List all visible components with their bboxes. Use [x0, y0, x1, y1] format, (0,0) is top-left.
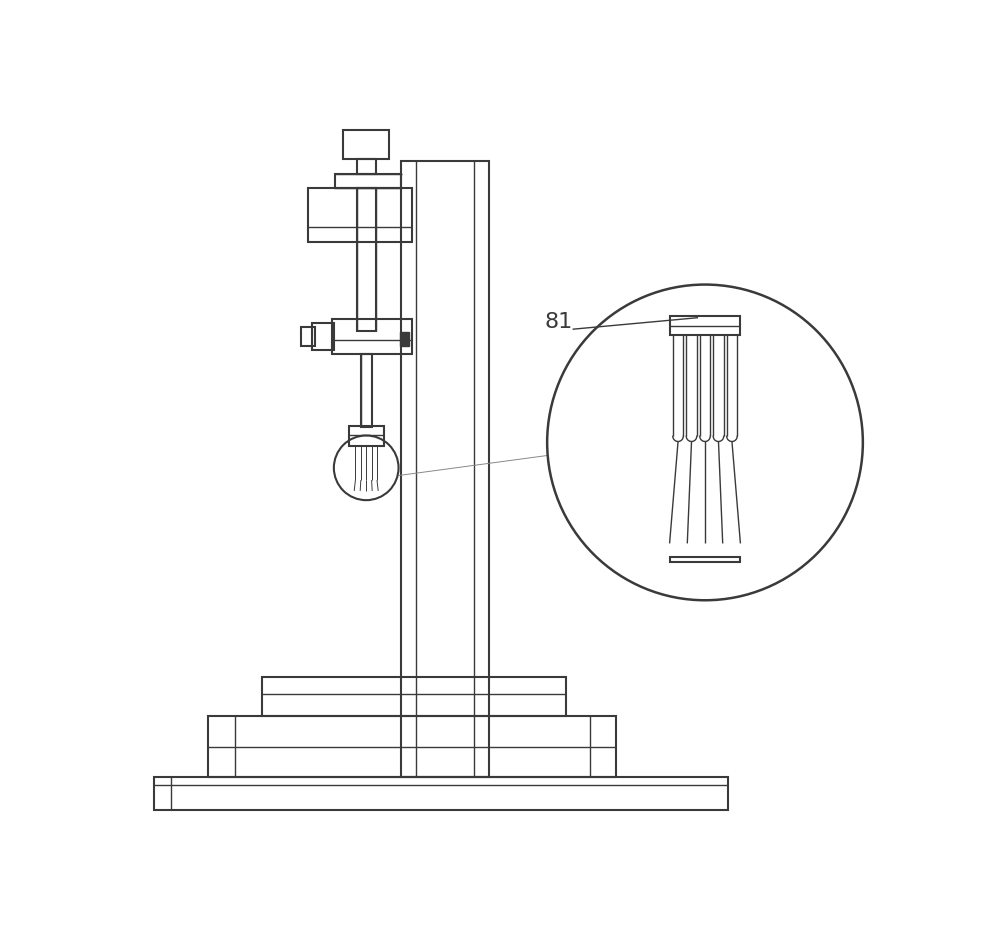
Text: 81: 81 [545, 312, 573, 332]
FancyBboxPatch shape [400, 333, 409, 347]
